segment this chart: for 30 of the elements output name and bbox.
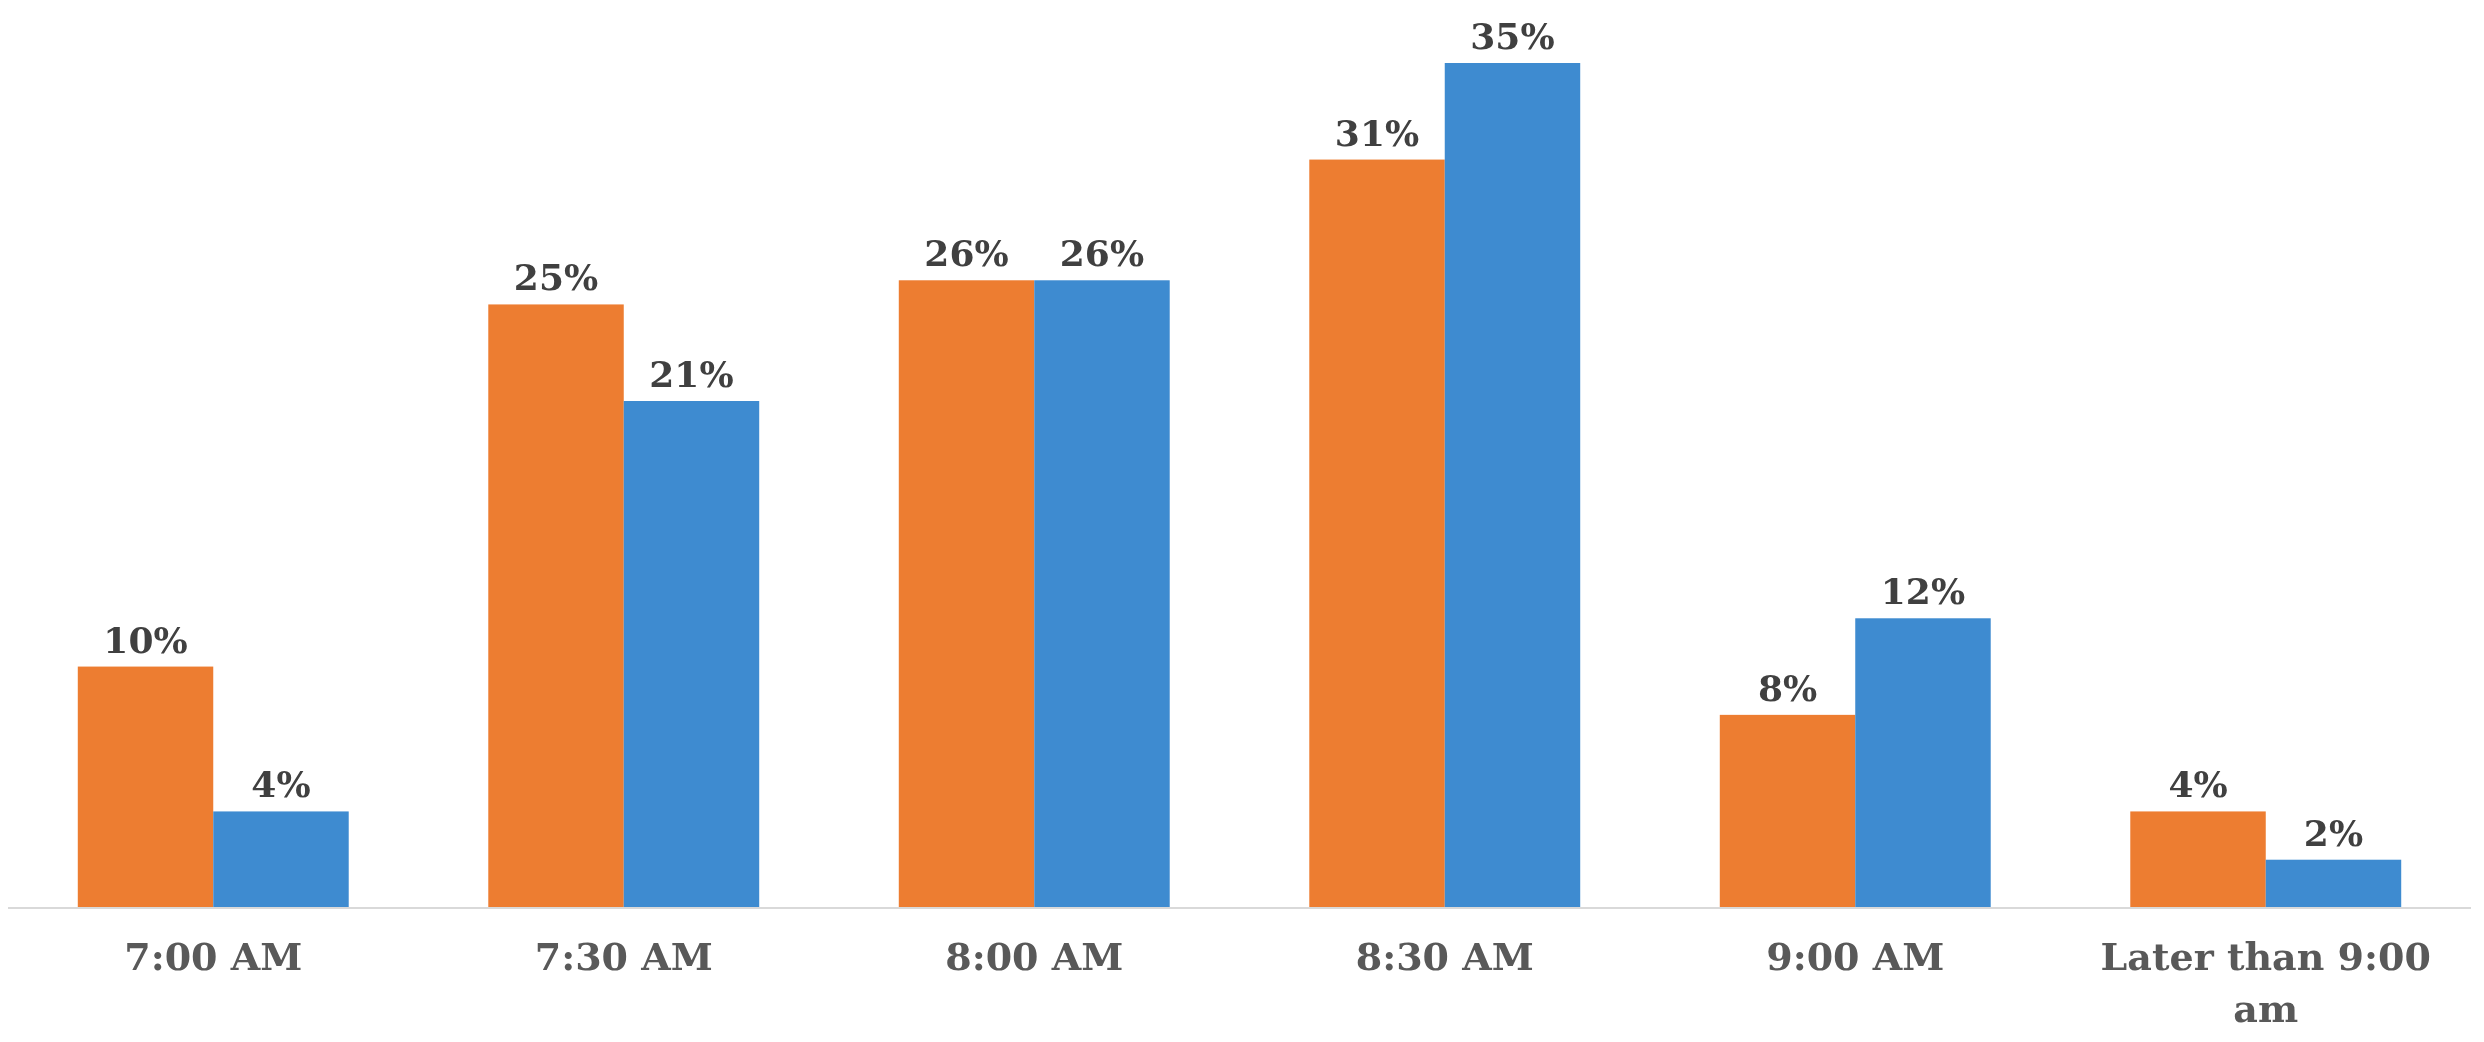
bar (898, 280, 1035, 908)
bar (623, 401, 760, 908)
data-label: 10% (103, 618, 188, 661)
x-tick-label: 8:30 AM (1355, 934, 1534, 979)
x-tick-label: 8:00 AM (945, 934, 1124, 979)
bar (1034, 280, 1170, 908)
data-label: 2% (2303, 811, 2364, 854)
bar (2130, 811, 2266, 908)
data-label: 31% (1334, 111, 1420, 154)
x-tick-label: 9:00 AM (1766, 934, 1945, 979)
data-label: 26% (1059, 232, 1145, 275)
data-label: 25% (513, 256, 599, 299)
x-tick-label: 7:00 AM (124, 934, 303, 979)
bar (77, 666, 214, 908)
bar (1444, 63, 1581, 908)
data-label: 8% (1757, 666, 1818, 709)
bar (488, 304, 624, 908)
data-label: 21% (649, 353, 734, 395)
bar (2265, 859, 2402, 908)
x-tick-label: 7:30 AM (534, 934, 713, 979)
data-label: 4% (2168, 763, 2228, 806)
data-label: 12% (1880, 570, 1966, 613)
bar (1309, 159, 1445, 908)
data-label: 35% (1470, 15, 1555, 57)
bar (1719, 714, 1856, 908)
data-label: 26% (924, 232, 1009, 275)
bar (213, 811, 349, 908)
data-label: 4% (251, 763, 311, 806)
x-tick-label: Later than 9:00 am (2100, 934, 2431, 1031)
bar (1855, 618, 1991, 908)
